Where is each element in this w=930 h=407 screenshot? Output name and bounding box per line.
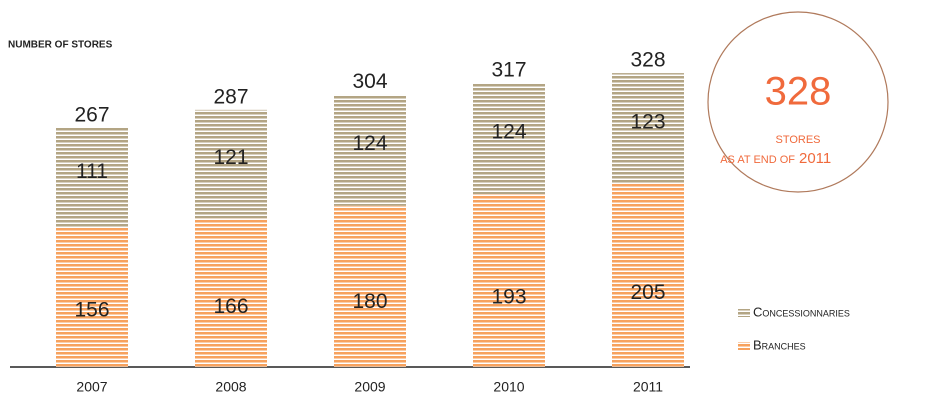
legend-swatch xyxy=(738,309,750,317)
bar-segment xyxy=(612,183,684,367)
legend-label: Branches xyxy=(753,337,806,352)
total-label: 328 xyxy=(630,49,665,72)
callout-year: 2011 xyxy=(799,150,831,167)
bar-segment xyxy=(195,218,267,367)
x-tick-label: 2008 xyxy=(215,379,246,395)
total-label: 287 xyxy=(213,85,248,108)
value-label: 193 xyxy=(491,285,526,308)
value-label: 124 xyxy=(352,132,387,155)
value-label: 123 xyxy=(630,110,665,133)
x-tick-label: 2011 xyxy=(633,379,663,395)
value-label: 121 xyxy=(213,146,248,169)
bar-segment xyxy=(612,73,684,184)
callout-circle xyxy=(707,11,889,193)
value-label: 124 xyxy=(491,121,526,144)
bar-segment xyxy=(473,82,545,195)
legend-swatch xyxy=(738,342,750,350)
total-label: 304 xyxy=(352,70,387,93)
x-tick-label: 2010 xyxy=(493,379,524,395)
value-label: 180 xyxy=(352,290,387,313)
legend-label: Concessionnaries xyxy=(753,304,850,319)
total-label: 317 xyxy=(491,59,526,82)
y-axis-label: NUMBER OF STORES xyxy=(8,40,113,51)
callout-line1: STORES xyxy=(775,134,820,146)
bar-segment xyxy=(334,94,406,206)
total-label: 267 xyxy=(74,103,109,126)
value-label: 205 xyxy=(630,281,665,304)
x-tick-label: 2009 xyxy=(354,379,385,395)
bar-segment xyxy=(56,127,128,228)
bar-segment xyxy=(473,194,545,367)
bar-segment xyxy=(334,205,406,367)
callout-line2: AS AT END OF xyxy=(720,154,795,166)
value-label: 111 xyxy=(76,160,108,183)
callout-number: 328 xyxy=(765,70,832,114)
bar-segment xyxy=(56,227,128,367)
value-label: 166 xyxy=(213,295,248,318)
value-label: 156 xyxy=(74,299,109,322)
bar-segment xyxy=(195,109,267,219)
x-tick-label: 2007 xyxy=(76,379,107,395)
